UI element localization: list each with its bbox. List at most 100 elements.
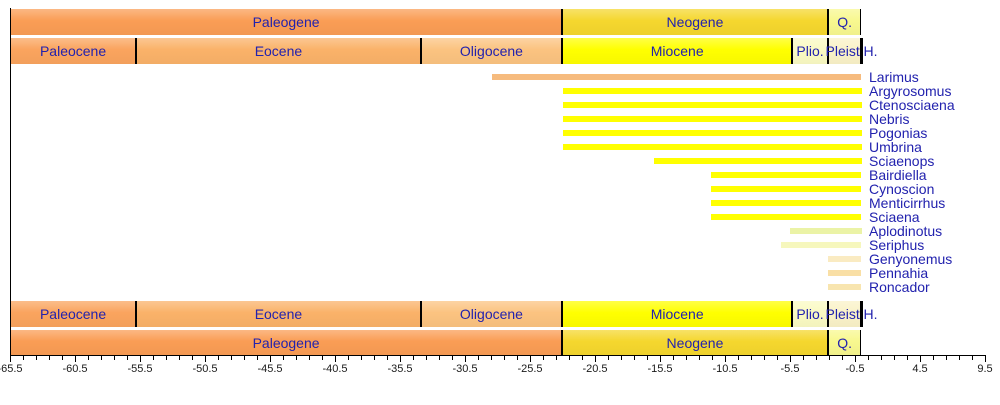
period-label-neogene: Neogene	[666, 14, 724, 30]
period-paleogene: Paleogene	[10, 9, 563, 35]
axis-minor-tick	[634, 356, 635, 360]
axis-minor-tick	[218, 356, 219, 360]
epoch-label-miocene: Miocene	[650, 43, 704, 59]
epoch-label-oligocene: Oligocene	[459, 43, 523, 59]
axis-minor-tick	[504, 356, 505, 360]
axis-minor-tick	[699, 356, 700, 360]
axis-minor-tick	[62, 356, 63, 360]
axis-tick-label-m10_5: -10.5	[712, 363, 738, 375]
axis-minor-tick	[192, 356, 193, 360]
axis-tick-label-m65_5: -65.5	[0, 363, 23, 375]
axis-major-tick	[75, 356, 76, 362]
bottom-epoch-row: Paleocene Eocene Oligocene Miocene Plio. Plei…	[0, 301, 1000, 327]
axis-minor-tick	[179, 356, 180, 360]
epoch-pleistocene: Pleist.	[825, 38, 864, 64]
taxon-label-cynoscion: Cynoscion	[869, 181, 935, 197]
taxon-label-ctenosciaena: Ctenosciaena	[869, 97, 955, 113]
bottom-period-row: Paleogene Neogene Q.	[0, 330, 1000, 355]
axis-minor-tick	[478, 356, 479, 360]
epoch-label-eocene: Eocene	[254, 306, 303, 322]
axis-major-tick	[725, 356, 726, 362]
axis-tick-label-m25_5: -25.5	[517, 363, 543, 375]
taxon-label-larimus: Larimus	[869, 69, 919, 85]
period-label-neogene: Neogene	[666, 334, 724, 351]
epoch-miocene: Miocene	[562, 38, 793, 64]
axis-minor-tick	[244, 356, 245, 360]
range-bar-nebris	[562, 116, 862, 122]
top-epoch-row: Paleocene Eocene Oligocene Miocene Plio. Plei…	[0, 38, 1000, 64]
epoch-oligocene: Oligocene	[420, 38, 563, 64]
range-bar-ctenosciaena	[562, 102, 862, 108]
epoch-label-holocene: H.	[863, 43, 878, 59]
epoch-holocene	[861, 301, 864, 327]
axis-major-tick	[140, 356, 141, 362]
axis-minor-tick	[569, 356, 570, 360]
period-neogene: Neogene	[562, 330, 828, 355]
axis-minor-tick	[608, 356, 609, 360]
x-axis-line	[10, 355, 986, 356]
axis-minor-tick	[543, 356, 544, 360]
axis-minor-tick	[49, 356, 50, 360]
taxon-label-pogonias: Pogonias	[869, 125, 928, 141]
axis-tick-label-m5_5: -5.5	[780, 363, 800, 375]
axis-minor-tick	[114, 356, 115, 360]
axis-minor-tick	[959, 356, 960, 360]
taxon-label-roncador: Roncador	[869, 279, 930, 295]
taxon-label-argyrosomus: Argyrosomus	[869, 83, 952, 99]
axis-major-tick	[920, 356, 921, 362]
axis-minor-tick	[686, 356, 687, 360]
axis-minor-tick	[842, 356, 843, 360]
range-bar-bairdiella	[710, 172, 862, 178]
axis-tick-label-m15_5: -15.5	[647, 363, 673, 375]
period-label-quaternary: Q.	[837, 334, 853, 351]
axis-tick-label-m40_5: -40.5	[322, 363, 348, 375]
axis-minor-tick	[166, 356, 167, 360]
axis-tick-label-m60_5: -60.5	[62, 363, 88, 375]
axis-minor-tick	[361, 356, 362, 360]
taxon-label-sciaena: Sciaena	[869, 209, 920, 225]
axis-tick-label-m45_5: -45.5	[257, 363, 283, 375]
range-bar-roncador	[827, 284, 862, 290]
axis-minor-tick	[127, 356, 128, 360]
period-label-paleogene: Paleogene	[252, 334, 320, 351]
axis-minor-tick	[36, 356, 37, 360]
axis-major-tick	[400, 356, 401, 362]
taxon-label-aplodinotus: Aplodinotus	[869, 223, 943, 239]
axis-tick-label-m35_5: -35.5	[387, 363, 413, 375]
axis-tick-label-m55_5: -55.5	[127, 363, 153, 375]
epoch-label-pleistocene: Pleist.	[825, 43, 864, 59]
axis-minor-tick	[647, 356, 648, 360]
axis-major-tick	[660, 356, 661, 362]
range-bar-genyonemus	[827, 256, 862, 262]
epoch-label-eocene: Eocene	[254, 43, 303, 59]
axis-tick-label-m30_5: -30.5	[452, 363, 478, 375]
axis-minor-tick	[413, 356, 414, 360]
axis-minor-tick	[933, 356, 934, 360]
period-label-paleogene: Paleogene	[252, 14, 320, 30]
axis-minor-tick	[894, 356, 895, 360]
range-bar-sciaena	[710, 214, 862, 220]
axis-minor-tick	[283, 356, 284, 360]
period-quaternary: Q.	[827, 330, 862, 355]
axis-minor-tick	[829, 356, 830, 360]
axis-major-tick	[855, 356, 856, 362]
axis-tick-label-m50_5: -50.5	[192, 363, 218, 375]
epoch-eocene: Eocene	[136, 301, 421, 327]
epoch-label-paleocene: Paleocene	[39, 43, 107, 59]
axis-major-tick	[790, 356, 791, 362]
axis-tick-label-4_5: 4.5	[912, 363, 928, 375]
axis-minor-tick	[946, 356, 947, 360]
range-bar-aplodinotus	[790, 228, 862, 234]
taxon-label-nebris: Nebris	[869, 111, 910, 127]
epoch-label-holocene: H.	[863, 306, 878, 322]
epoch-oligocene: Oligocene	[420, 301, 563, 327]
axis-major-tick	[270, 356, 271, 362]
axis-minor-tick	[621, 356, 622, 360]
axis-major-tick	[465, 356, 466, 362]
axis-major-tick	[595, 356, 596, 362]
taxon-label-umbrina: Umbrina	[869, 139, 922, 155]
period-quaternary: Q.	[827, 9, 862, 35]
axis-minor-tick	[452, 356, 453, 360]
range-bar-seriphus	[780, 242, 862, 248]
